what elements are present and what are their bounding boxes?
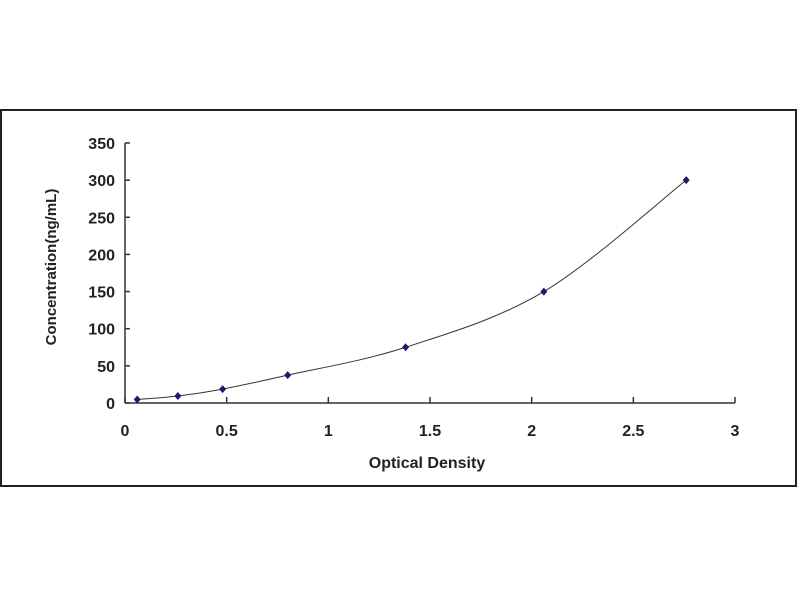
x-tick-label: 0 (121, 423, 130, 440)
x-tick-label: 0.5 (216, 423, 238, 440)
data-point (540, 287, 548, 296)
y-tick-label: 200 (88, 247, 115, 264)
x-tick-label: 2 (527, 423, 536, 440)
data-point (219, 385, 227, 394)
y-tick-label: 350 (88, 136, 115, 153)
data-point (133, 395, 141, 404)
data-point (174, 392, 182, 401)
y-tick-label: 100 (88, 322, 115, 339)
x-tick-label: 1 (324, 423, 333, 440)
y-tick-label: 50 (97, 359, 115, 376)
x-tick-label: 1.5 (419, 423, 441, 440)
chart-frame (0, 109, 797, 487)
x-axis-label: Optical Density (369, 455, 486, 472)
fit-curve (137, 179, 687, 401)
y-axis-label: Concentration(ng/mL) (43, 189, 60, 346)
data-point (682, 176, 690, 185)
data-point (284, 371, 292, 380)
y-tick-label: 250 (88, 210, 115, 227)
data-point (402, 343, 410, 352)
x-tick-label: 3 (731, 423, 740, 440)
x-tick-label: 2.5 (622, 423, 644, 440)
y-tick-label: 150 (88, 285, 115, 302)
y-tick-label: 0 (106, 396, 115, 413)
y-tick-label: 300 (88, 173, 115, 190)
